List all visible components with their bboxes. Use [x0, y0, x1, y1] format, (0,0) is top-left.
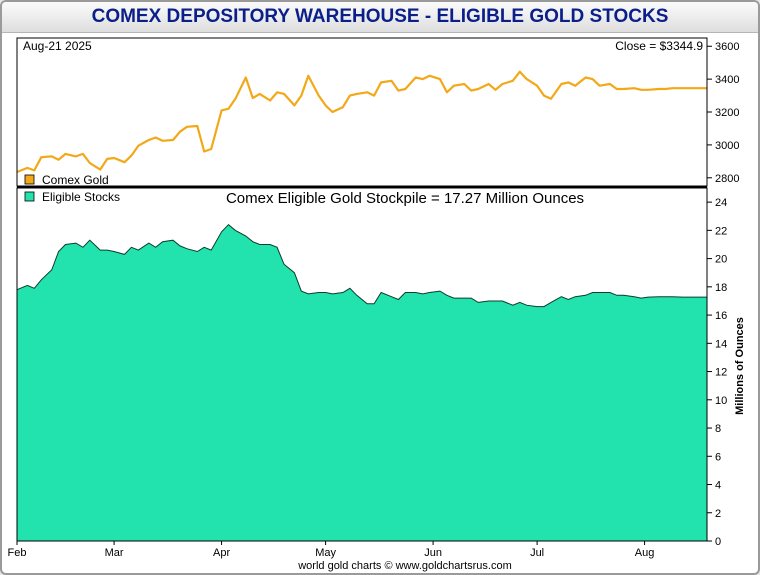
gold-y-tick-label: 3600: [715, 41, 739, 53]
stocks-y-tick-label: 18: [715, 282, 727, 294]
x-tick-label: Jul: [530, 547, 544, 559]
stocks-y-tick-label: 4: [715, 480, 721, 492]
gold-y-tick-label: 2800: [715, 173, 739, 185]
stocks-y-tick-label: 6: [715, 451, 721, 463]
stocks-y-tick-label: 10: [715, 395, 727, 407]
eligible-stocks-outline: [16, 224, 707, 308]
stocks-y-tick-label: 20: [715, 254, 727, 266]
legend-label-comex-gold: Comex Gold: [42, 173, 109, 187]
gold-y-tick-label: 3000: [715, 140, 739, 152]
gold-y-tick-label: 3400: [715, 74, 739, 86]
x-tick-label: Aug: [635, 547, 655, 559]
comex-gold-line: [16, 70, 707, 174]
stockpile-annotation: Comex Eligible Gold Stockpile = 17.27 Mi…: [226, 190, 584, 207]
x-tick-label: Mar: [105, 547, 124, 559]
x-tick-label: Feb: [8, 547, 27, 559]
x-tick-label: May: [315, 547, 336, 559]
gold-y-tick-label: 3200: [715, 107, 739, 119]
chart-title: COMEX DEPOSITORY WAREHOUSE - ELIGIBLE GO…: [2, 2, 758, 33]
footer-credit: world gold charts © www.goldchartsrus.co…: [297, 560, 512, 572]
stocks-y-tick-label: 22: [715, 225, 727, 237]
date-label: Aug-21 2025: [23, 39, 92, 53]
stocks-y-tick-label: 0: [715, 536, 721, 548]
top-panel-border: [16, 37, 708, 187]
bottom-panel-border: [16, 187, 708, 542]
stocks-y-tick-label: 2: [715, 508, 721, 520]
stocks-y-tick-label: 12: [715, 367, 727, 379]
stocks-y-tick-label: 16: [715, 310, 727, 322]
stocks-y-tick-label: 24: [715, 197, 727, 209]
legend-swatch-comex-gold: [24, 174, 35, 185]
stocks-y-tick-label: 14: [715, 338, 727, 350]
stocks-y-axis-label: Millions of Ounces: [734, 317, 746, 415]
stocks-y-tick-label: 8: [715, 423, 721, 435]
x-tick-label: Apr: [213, 547, 230, 559]
legend-label-eligible-stocks: Eligible Stocks: [42, 190, 120, 204]
eligible-stocks-area: [17, 224, 707, 541]
x-tick-label: Jun: [424, 547, 442, 559]
legend-swatch-eligible-stocks: [24, 191, 35, 202]
close-label: Close = $3344.9: [615, 39, 703, 53]
